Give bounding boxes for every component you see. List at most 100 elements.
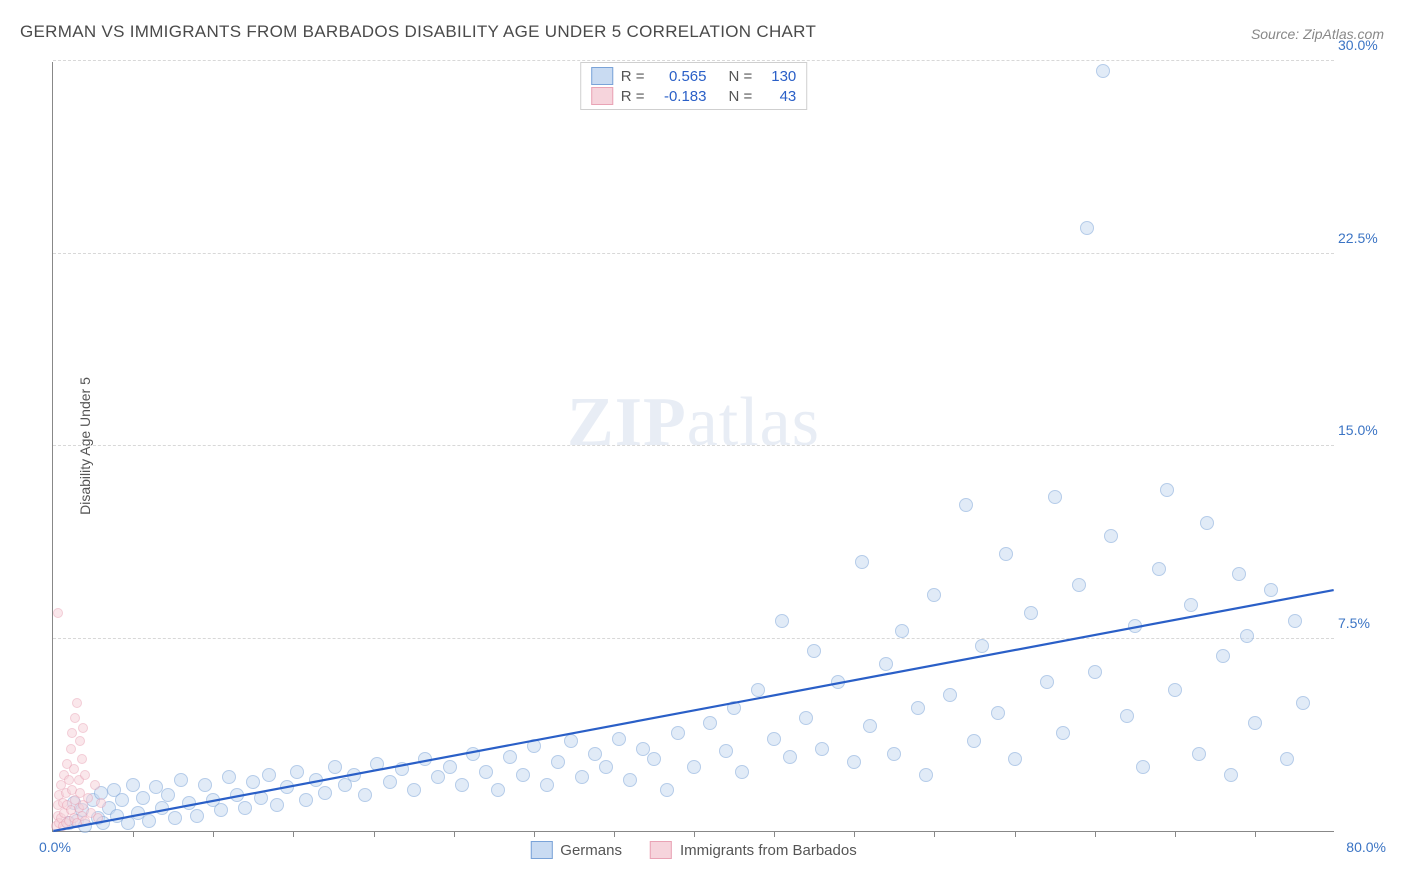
x-tick-mark: [1175, 831, 1176, 837]
data-point: [991, 706, 1005, 720]
x-tick-origin: 0.0%: [39, 839, 71, 855]
data-point: [703, 716, 717, 730]
x-tick-mark: [374, 831, 375, 837]
x-tick-mark: [293, 831, 294, 837]
data-point: [959, 498, 973, 512]
data-point: [96, 798, 106, 808]
data-point: [126, 778, 140, 792]
x-tick-mark: [1015, 831, 1016, 837]
data-point: [1192, 747, 1206, 761]
stats-n-label: N =: [729, 88, 753, 105]
chart-title: GERMAN VS IMMIGRANTS FROM BARBADOS DISAB…: [20, 22, 816, 42]
data-point: [66, 744, 76, 754]
gridline: [53, 253, 1334, 254]
legend-label: Germans: [560, 842, 622, 859]
data-point: [1200, 516, 1214, 530]
data-point: [647, 752, 661, 766]
data-point: [1048, 490, 1062, 504]
data-point: [309, 773, 323, 787]
data-point: [767, 732, 781, 746]
data-point: [93, 813, 103, 823]
watermark: ZIPatlas: [567, 383, 820, 463]
data-point: [671, 726, 685, 740]
regression-line: [53, 62, 1334, 831]
legend-swatch: [530, 841, 552, 859]
data-point: [660, 783, 674, 797]
legend-swatch: [650, 841, 672, 859]
data-point: [751, 683, 765, 697]
data-point: [1080, 221, 1094, 235]
data-point: [1280, 752, 1294, 766]
data-point: [136, 791, 150, 805]
plot-area: ZIPatlas 7.5%15.0%22.5%30.0% 0.0% 80.0% …: [52, 62, 1334, 832]
data-point: [799, 711, 813, 725]
data-point: [174, 773, 188, 787]
data-point: [863, 719, 877, 733]
data-point: [895, 624, 909, 638]
data-point: [831, 675, 845, 689]
data-point: [299, 793, 313, 807]
data-point: [943, 688, 957, 702]
data-point: [418, 752, 432, 766]
data-point: [443, 760, 457, 774]
data-point: [64, 775, 74, 785]
data-point: [431, 770, 445, 784]
data-point: [80, 770, 90, 780]
legend-item: Immigrants from Barbados: [650, 841, 857, 859]
legend-label: Immigrants from Barbados: [680, 842, 857, 859]
data-point: [1040, 675, 1054, 689]
data-point: [115, 793, 129, 807]
x-tick-mark: [774, 831, 775, 837]
data-point: [328, 760, 342, 774]
data-point: [155, 801, 169, 815]
y-tick-label: 15.0%: [1338, 422, 1390, 438]
data-point: [551, 755, 565, 769]
data-point: [479, 765, 493, 779]
data-point: [1296, 696, 1310, 710]
series-legend: Germans Immigrants from Barbados: [530, 841, 856, 859]
data-point: [270, 798, 284, 812]
data-point: [238, 801, 252, 815]
legend-swatch: [591, 67, 613, 85]
data-point: [466, 747, 480, 761]
data-point: [161, 788, 175, 802]
data-point: [999, 547, 1013, 561]
data-point: [83, 793, 93, 803]
data-point: [1184, 598, 1198, 612]
data-point: [1024, 606, 1038, 620]
data-point: [383, 775, 397, 789]
data-point: [280, 780, 294, 794]
data-point: [1160, 483, 1174, 497]
data-point: [735, 765, 749, 779]
data-point: [775, 614, 789, 628]
data-point: [358, 788, 372, 802]
data-point: [879, 657, 893, 671]
x-tick-mark: [614, 831, 615, 837]
data-point: [168, 811, 182, 825]
legend-item: Germans: [530, 841, 622, 859]
data-point: [855, 555, 869, 569]
data-point: [919, 768, 933, 782]
x-tick-mark: [1095, 831, 1096, 837]
data-point: [370, 757, 384, 771]
data-point: [575, 770, 589, 784]
stats-n-label: N =: [729, 68, 753, 85]
data-point: [783, 750, 797, 764]
x-tick-mark: [534, 831, 535, 837]
data-point: [623, 773, 637, 787]
data-point: [69, 764, 79, 774]
data-point: [246, 775, 260, 789]
data-point: [198, 778, 212, 792]
legend-swatch: [591, 87, 613, 105]
data-point: [72, 698, 82, 708]
data-point: [1288, 614, 1302, 628]
data-point: [254, 791, 268, 805]
gridline: [53, 638, 1334, 639]
data-point: [927, 588, 941, 602]
data-point: [612, 732, 626, 746]
y-tick-label: 7.5%: [1338, 615, 1390, 631]
data-point: [142, 814, 156, 828]
data-point: [815, 742, 829, 756]
data-point: [503, 750, 517, 764]
data-point: [847, 755, 861, 769]
